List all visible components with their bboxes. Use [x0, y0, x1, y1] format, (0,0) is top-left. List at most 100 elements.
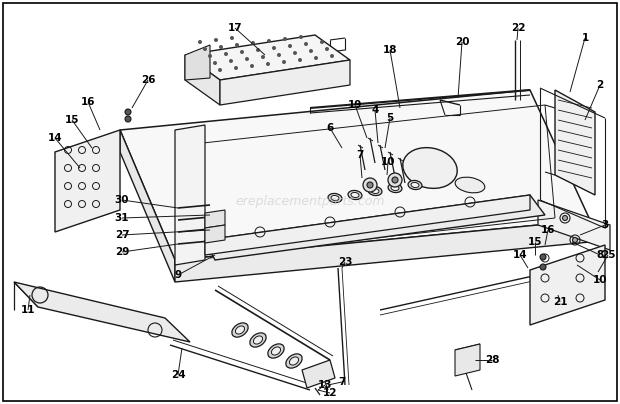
Text: 18: 18 — [383, 45, 397, 55]
Text: 29: 29 — [115, 247, 129, 257]
Text: 14: 14 — [513, 250, 528, 260]
Circle shape — [330, 54, 334, 58]
Text: 19: 19 — [348, 100, 362, 110]
Ellipse shape — [290, 357, 299, 365]
Polygon shape — [220, 60, 350, 105]
Circle shape — [261, 55, 265, 59]
Text: 6: 6 — [326, 123, 334, 133]
Circle shape — [219, 45, 223, 49]
Circle shape — [283, 37, 287, 41]
Text: 3: 3 — [601, 220, 609, 230]
Ellipse shape — [250, 333, 266, 347]
Polygon shape — [555, 90, 595, 195]
Circle shape — [288, 44, 292, 48]
Circle shape — [540, 264, 546, 270]
Ellipse shape — [232, 323, 248, 337]
Circle shape — [272, 46, 276, 50]
Text: 12: 12 — [323, 388, 337, 398]
Ellipse shape — [328, 194, 342, 202]
Text: 10: 10 — [381, 157, 396, 167]
Circle shape — [125, 109, 131, 115]
Polygon shape — [120, 90, 590, 260]
Text: 10: 10 — [593, 275, 607, 285]
Circle shape — [218, 68, 222, 72]
Circle shape — [208, 54, 212, 58]
Circle shape — [320, 40, 324, 44]
Polygon shape — [302, 360, 335, 388]
Ellipse shape — [455, 177, 485, 193]
Circle shape — [392, 177, 398, 183]
Text: 8: 8 — [596, 250, 604, 260]
Circle shape — [245, 57, 249, 61]
Circle shape — [267, 39, 271, 43]
Text: 7: 7 — [339, 377, 346, 387]
Text: 9: 9 — [174, 270, 182, 280]
Ellipse shape — [403, 147, 457, 188]
Circle shape — [304, 42, 308, 46]
Circle shape — [282, 60, 286, 64]
Circle shape — [293, 51, 297, 55]
Ellipse shape — [272, 347, 281, 355]
Text: 2: 2 — [596, 80, 604, 90]
Circle shape — [235, 43, 239, 47]
Circle shape — [240, 50, 244, 54]
Circle shape — [540, 254, 546, 260]
Ellipse shape — [331, 196, 339, 200]
Text: 30: 30 — [115, 195, 129, 205]
Circle shape — [363, 178, 377, 192]
Polygon shape — [14, 282, 190, 342]
Text: 14: 14 — [48, 133, 63, 143]
Polygon shape — [205, 195, 530, 255]
Ellipse shape — [254, 336, 262, 344]
Circle shape — [203, 47, 207, 51]
Ellipse shape — [371, 188, 379, 194]
Ellipse shape — [268, 344, 284, 358]
Circle shape — [562, 215, 567, 221]
Circle shape — [250, 64, 254, 68]
Text: 20: 20 — [454, 37, 469, 47]
Ellipse shape — [236, 326, 244, 334]
Polygon shape — [185, 35, 350, 80]
Circle shape — [224, 52, 228, 56]
Polygon shape — [530, 245, 605, 325]
Text: 11: 11 — [20, 305, 35, 315]
Text: ereplacementparts.com: ereplacementparts.com — [235, 196, 385, 208]
Polygon shape — [55, 130, 120, 232]
Polygon shape — [185, 55, 220, 105]
Polygon shape — [185, 45, 210, 80]
Text: 1: 1 — [582, 33, 588, 43]
Circle shape — [266, 62, 270, 66]
Polygon shape — [175, 220, 590, 282]
Text: 16: 16 — [541, 225, 556, 235]
Text: 28: 28 — [485, 355, 499, 365]
Text: 22: 22 — [511, 23, 525, 33]
Text: 27: 27 — [115, 230, 130, 240]
Circle shape — [277, 53, 281, 57]
Ellipse shape — [411, 183, 419, 187]
Text: 21: 21 — [553, 297, 567, 307]
Polygon shape — [205, 210, 225, 228]
Polygon shape — [455, 344, 480, 376]
Text: 24: 24 — [170, 370, 185, 380]
Text: 23: 23 — [338, 257, 352, 267]
Text: 15: 15 — [528, 237, 542, 247]
Text: 4: 4 — [371, 105, 379, 115]
Ellipse shape — [408, 181, 422, 189]
Polygon shape — [175, 125, 205, 265]
Text: 26: 26 — [141, 75, 155, 85]
Polygon shape — [205, 225, 225, 243]
Polygon shape — [205, 195, 545, 260]
Ellipse shape — [391, 185, 399, 191]
Text: 15: 15 — [64, 115, 79, 125]
Ellipse shape — [368, 186, 382, 196]
Ellipse shape — [388, 183, 402, 193]
Circle shape — [388, 173, 402, 187]
Circle shape — [234, 66, 238, 70]
Text: 13: 13 — [317, 380, 332, 390]
Text: 16: 16 — [81, 97, 95, 107]
Circle shape — [256, 48, 260, 52]
Circle shape — [198, 40, 202, 44]
Polygon shape — [538, 200, 610, 250]
Ellipse shape — [286, 354, 302, 368]
Text: 5: 5 — [386, 113, 394, 123]
